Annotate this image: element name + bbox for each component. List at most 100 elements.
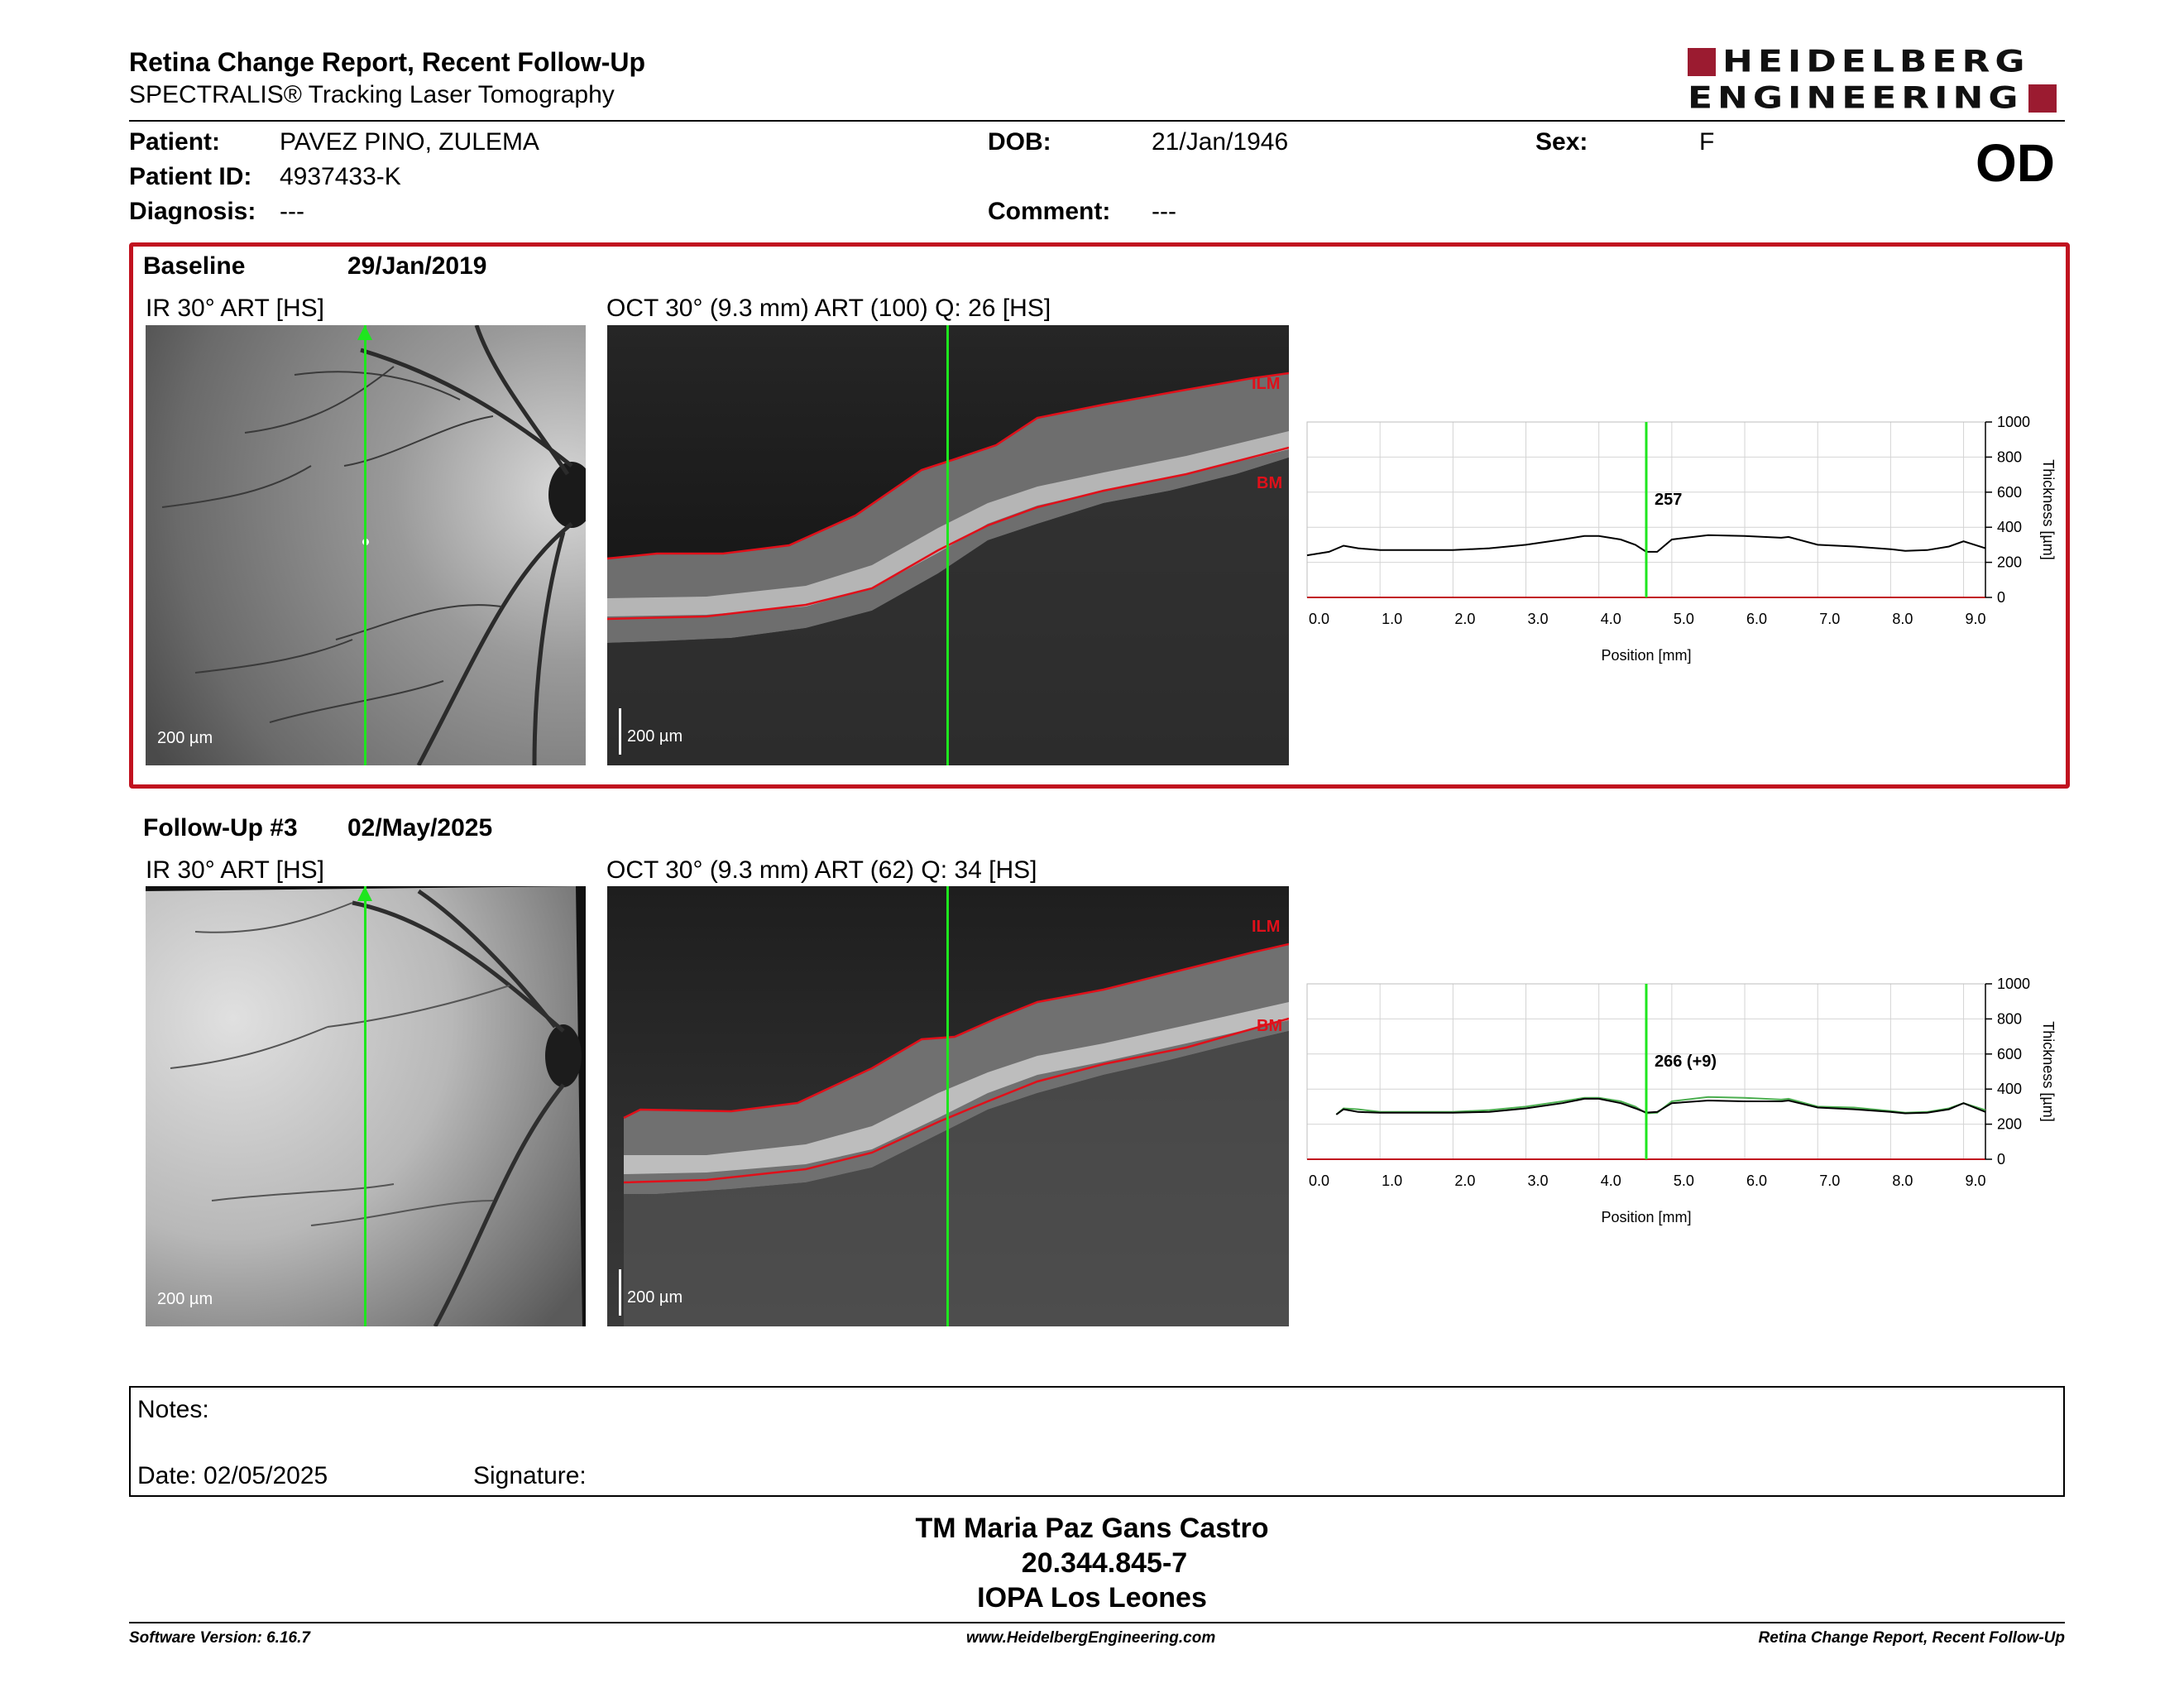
chart-y-tick-label: 1000	[1997, 414, 2030, 430]
heidelberg-logo: HEIDELBERG	[1688, 46, 2029, 78]
comment-value: ---	[1152, 198, 1176, 225]
chart-cursor-value: 266 (+9)	[1655, 1053, 1717, 1071]
chart-y-axis-label: Thickness [µm]	[2040, 459, 2057, 559]
chart-x-tick-label: 6.0	[1746, 1172, 1767, 1189]
signature-label: Signature:	[473, 1462, 587, 1489]
scan-direction-arrow-icon	[357, 325, 372, 340]
patient-id-label: Patient ID:	[129, 163, 252, 190]
ilm-label: ILM	[1252, 375, 1281, 393]
chart-y-tick-label: 200	[1997, 554, 2022, 571]
followup-ir-image[interactable]: 200 µm	[146, 886, 586, 1326]
scan-direction-arrow-icon	[357, 886, 372, 901]
chart-cursor-value: 257	[1655, 491, 1682, 509]
signoff-clinic: IOPA Los Leones	[977, 1582, 1207, 1614]
logo-line-1: HEIDELBERG	[1722, 44, 2030, 79]
oct-scale-bar	[619, 708, 621, 755]
chart-x-tick-label: 8.0	[1892, 611, 1913, 627]
chart-y-tick-label: 400	[1997, 519, 2022, 535]
chart-x-axis-label: Position [mm]	[1601, 1209, 1691, 1225]
ilm-label: ILM	[1252, 918, 1281, 936]
notes-date: Date: 02/05/2025	[137, 1462, 328, 1489]
notes-label: Notes:	[137, 1396, 209, 1423]
report-title: Retina Change Report, Recent Follow-Up	[129, 47, 646, 77]
logo-line-2: ENGINEERING	[1688, 80, 2024, 116]
chart-x-tick-label: 1.0	[1382, 611, 1402, 627]
baseline-ir-scale-label: 200 µm	[157, 729, 213, 747]
followup-ir-scale-label: 200 µm	[157, 1290, 213, 1308]
followup-oct-position-cursor[interactable]	[946, 886, 949, 1326]
signoff-id: 20.344.845-7	[1021, 1547, 1188, 1579]
eye-indicator: OD	[1976, 133, 2055, 193]
chart-y-tick-label: 600	[1997, 484, 2022, 501]
diagnosis-value: ---	[280, 198, 304, 225]
baseline-oct-position-cursor[interactable]	[946, 325, 949, 765]
followup-label: Follow-Up #3	[143, 814, 298, 842]
sex-label: Sex:	[1535, 128, 1588, 156]
chart-x-tick-label: 3.0	[1528, 1172, 1549, 1189]
notes-box[interactable]: Notes: Date: 02/05/2025 Signature:	[129, 1386, 2065, 1497]
baseline-ir-image[interactable]: 200 µm	[146, 325, 586, 765]
logo-square-icon	[1688, 48, 1716, 76]
chart-x-tick-label: 0.0	[1309, 611, 1329, 627]
website-link[interactable]: www.HeidelbergEngineering.com	[966, 1629, 1216, 1647]
chart-x-tick-label: 9.0	[1966, 611, 1986, 627]
chart-y-axis-label: Thickness [µm]	[2040, 1021, 2057, 1121]
chart-y-tick-label: 800	[1997, 448, 2022, 465]
chart-x-tick-label: 0.0	[1309, 1172, 1329, 1189]
chart-y-tick-label: 800	[1997, 1010, 2022, 1027]
bm-label: BM	[1257, 1017, 1283, 1035]
baseline-label: Baseline	[143, 252, 246, 280]
baseline-ir-scan-line	[364, 325, 366, 765]
followup-date: 02/May/2025	[347, 814, 493, 842]
followup-ir-scan-line	[364, 886, 366, 1326]
diagnosis-label: Diagnosis:	[129, 198, 256, 225]
chart-series-line	[1335, 1097, 1986, 1115]
dob-value: 21/Jan/1946	[1152, 128, 1289, 156]
software-version: Software Version: 6.16.7	[129, 1629, 310, 1647]
chart-x-tick-label: 1.0	[1382, 1172, 1402, 1189]
comment-label: Comment:	[988, 198, 1111, 225]
heidelberg-logo-line-2: ENGINEERING	[1688, 83, 2057, 114]
baseline-thickness-chart: 0.0 1.0 2.0 3.0 4.0 5.0 6.0 7.0 8.0 9.0 0 200 400 600…	[1306, 414, 2057, 664]
baseline-panel	[129, 242, 2070, 789]
bm-label: BM	[1257, 474, 1283, 492]
patient-id: 4937433-K	[280, 163, 401, 190]
chart-y-tick-label: 400	[1997, 1081, 2022, 1097]
chart-x-tick-label: 7.0	[1819, 611, 1840, 627]
dob-label: DOB:	[988, 128, 1051, 156]
patient-name: PAVEZ PINO, ZULEMA	[280, 128, 539, 156]
oct-scale-bar	[619, 1269, 621, 1316]
followup-oct-caption: OCT 30° (9.3 mm) ART (62) Q: 34 [HS]	[606, 856, 1037, 884]
chart-x-tick-label: 4.0	[1601, 1172, 1621, 1189]
chart-y-tick-label: 200	[1997, 1116, 2022, 1133]
chart-x-tick-label: 5.0	[1674, 611, 1694, 627]
chart-y-tick-label: 600	[1997, 1046, 2022, 1062]
baseline-oct-scale-label: 200 µm	[627, 727, 683, 746]
chart-x-tick-label: 6.0	[1746, 611, 1767, 627]
chart-y-tick-label: 0	[1997, 1151, 2005, 1168]
followup-thickness-chart: 0.0 1.0 2.0 3.0 4.0 5.0 6.0 7.0 8.0 9.0 0 200 400 600…	[1306, 976, 2057, 1225]
baseline-ir-caption: IR 30° ART [HS]	[146, 295, 324, 322]
followup-oct-scale-label: 200 µm	[627, 1288, 683, 1307]
footer-divider	[129, 1622, 2065, 1623]
chart-x-tick-label: 5.0	[1674, 1172, 1694, 1189]
chart-x-tick-label: 2.0	[1454, 611, 1475, 627]
chart-x-tick-label: 8.0	[1892, 1172, 1913, 1189]
baseline-oct-caption: OCT 30° (9.3 mm) ART (100) Q: 26 [HS]	[606, 295, 1051, 322]
chart-x-tick-label: 7.0	[1819, 1172, 1840, 1189]
header-divider	[129, 120, 2065, 122]
baseline-oct-image[interactable]: ILM BM 200 µm	[607, 325, 1289, 765]
chart-x-tick-label: 9.0	[1966, 1172, 1986, 1189]
logo-square-icon	[2028, 84, 2057, 113]
chart-x-tick-label: 2.0	[1454, 1172, 1475, 1189]
baseline-date: 29/Jan/2019	[347, 252, 487, 280]
chart-x-tick-label: 3.0	[1528, 611, 1549, 627]
followup-oct-image[interactable]: ILM BM 200 µm	[607, 886, 1289, 1326]
sex-value: F	[1699, 128, 1715, 156]
report-subtitle: SPECTRALIS® Tracking Laser Tomography	[129, 81, 615, 108]
chart-x-tick-label: 4.0	[1601, 611, 1621, 627]
signoff-name: TM Maria Paz Gans Castro	[915, 1513, 1269, 1544]
patient-label: Patient:	[129, 128, 221, 156]
followup-ir-caption: IR 30° ART [HS]	[146, 856, 324, 884]
footer-report-name: Retina Change Report, Recent Follow-Up	[1758, 1629, 2065, 1647]
